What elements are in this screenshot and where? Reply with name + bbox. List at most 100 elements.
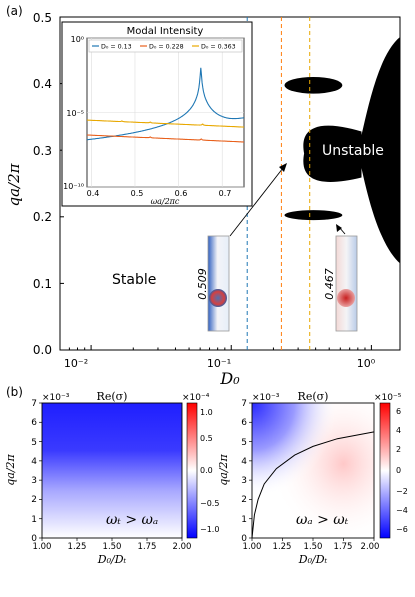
left-annotation: ωₜ > ωₐ (106, 512, 158, 528)
unit-cell-image-1: 0.509 (196, 235, 230, 332)
main-xlabel: D₀ (219, 369, 240, 388)
unstable-region (357, 36, 400, 264)
unstable-region (303, 125, 362, 182)
left-ytick: 0 (31, 534, 37, 544)
heatmap-left-field (42, 403, 182, 538)
right-title: Re(σ) (298, 390, 329, 403)
right-colorbar (379, 402, 391, 539)
inset-ytick: 10⁰ (71, 35, 84, 44)
right-cbar-tick: 2 (396, 445, 401, 454)
right-ytick: 6 (241, 418, 247, 428)
right-cbar-tick: −6 (396, 525, 408, 534)
unstable-region (284, 210, 343, 221)
right-xtick: 1.50 (304, 542, 323, 552)
right-ytick: 3 (241, 476, 247, 486)
right-cbar-tick: 0 (396, 466, 401, 475)
inset-plot: Modal Intensity 10⁰ 10⁻⁵ 10⁻¹⁰ 0.4 0.5 0… (61, 21, 253, 207)
right-ylabel: qa/2π (217, 453, 230, 485)
right-xtick: 1.25 (273, 542, 292, 552)
panel-label-a: (a) (6, 4, 23, 18)
main-ytick: 0.1 (33, 277, 52, 291)
right-xtick: 2.00 (361, 542, 380, 552)
left-y-exponent: ×10⁻³ (42, 393, 70, 403)
right-annotation: ωₐ > ωₜ (296, 512, 349, 528)
left-ylabel: qa/2π (4, 453, 17, 485)
main-ytick: 0.0 (33, 343, 52, 357)
left-ytick: 6 (31, 418, 37, 428)
heatmap-right: ×10⁻³ Re(σ) ×10⁻⁵ ωₐ > ωₜ qa/2π D₀/Dₜ 1.… (217, 390, 408, 566)
right-ytick: 2 (241, 495, 247, 505)
main-ytick: 0.3 (33, 144, 52, 158)
boundary-curve (251, 431, 375, 539)
arrow-1-head (279, 163, 287, 172)
right-cbar-tick: 6 (396, 407, 401, 416)
region-stable-label: Stable (112, 272, 156, 288)
legend-text-2: D₀ = 0.228 (149, 44, 184, 51)
inset-legend (88, 39, 243, 53)
left-xlabel: D₀/Dₜ (97, 553, 127, 566)
unit-cell-image-2: 0.467 (323, 235, 358, 332)
right-y-exponent: ×10⁻³ (252, 393, 280, 403)
right-cbar-tick: 4 (396, 426, 401, 435)
main-ylabel: qa/2π (5, 162, 23, 206)
inset-xtick: 0.7 (219, 189, 232, 198)
inset-ytick: 10⁻⁵ (66, 109, 84, 118)
right-cbar-tick: −2 (396, 487, 408, 496)
arrow-2-head (336, 224, 342, 232)
cell-label-2: 0.467 (323, 268, 336, 300)
right-ytick: 7 (241, 399, 247, 409)
inset-xtick: 0.6 (175, 189, 188, 198)
left-ytick: 7 (31, 399, 37, 409)
main-xtick: 10⁻² (64, 357, 88, 370)
left-xtick: 1.25 (68, 542, 87, 552)
main-xtick: 10⁰ (357, 357, 376, 370)
left-cbar-tick: −0.5 (200, 499, 219, 508)
inset-series-3 (87, 119, 244, 128)
heatmap-right-blue (252, 403, 374, 538)
left-colorbar (186, 402, 198, 539)
inset-title: Modal Intensity (127, 26, 204, 37)
main-ytick: 0.5 (33, 11, 52, 25)
left-title: Re(σ) (97, 390, 128, 403)
left-xtick: 1.75 (138, 542, 157, 552)
left-xtick: 1.50 (103, 542, 122, 552)
right-ytick: 5 (241, 438, 247, 448)
main-xtick: 10⁻¹ (207, 357, 231, 370)
cell-label-1: 0.509 (196, 268, 209, 300)
right-cbar-tick: −4 (396, 506, 408, 515)
left-ytick: 5 (31, 438, 37, 448)
inset-xtick: 0.4 (87, 189, 100, 198)
right-cbar-exponent: ×10⁻⁵ (374, 393, 402, 403)
right-ytick: 0 (241, 534, 247, 544)
legend-text-3: D₀ = 0.363 (201, 44, 236, 51)
left-xtick: 1.00 (33, 542, 52, 552)
unstable-region (284, 76, 343, 94)
left-cbar-exponent: ×10⁻⁴ (182, 393, 210, 403)
left-ytick: 3 (31, 476, 37, 486)
right-ytick: 4 (241, 457, 247, 467)
inset-series-2 (87, 134, 244, 143)
inset-xtick: 0.5 (131, 189, 144, 198)
left-cbar-tick: 0.5 (200, 434, 213, 443)
main-ytick: 0.2 (33, 210, 52, 224)
legend-text-1: D₀ = 0.13 (101, 44, 132, 51)
panel-label-b: (b) (6, 385, 23, 399)
left-cbar-tick: −1.0 (200, 525, 219, 534)
arrow-1 (229, 167, 284, 237)
right-xlabel: D₀/Dₜ (298, 553, 328, 566)
right-xtick: 1.00 (243, 542, 262, 552)
left-ytick: 1 (31, 515, 37, 525)
main-ytick: 0.4 (33, 77, 52, 91)
right-xtick: 1.75 (334, 542, 353, 552)
inset-xlabel: ωa/2πc (151, 197, 180, 206)
heatmap-left: ×10⁻³ Re(σ) ×10⁻⁴ ωₜ > ωₐ qa/2π D₀/Dₜ 1.… (4, 390, 219, 566)
left-cbar-tick: 0.0 (200, 466, 213, 475)
inset-ytick: 10⁻¹⁰ (63, 182, 84, 191)
left-cbar-tick: 1.0 (200, 408, 213, 417)
left-xtick: 2.00 (173, 542, 192, 552)
right-ytick: 1 (241, 515, 247, 525)
region-unstable-label: Unstable (322, 143, 384, 159)
left-ytick: 4 (31, 457, 37, 467)
left-ytick: 2 (31, 495, 37, 505)
